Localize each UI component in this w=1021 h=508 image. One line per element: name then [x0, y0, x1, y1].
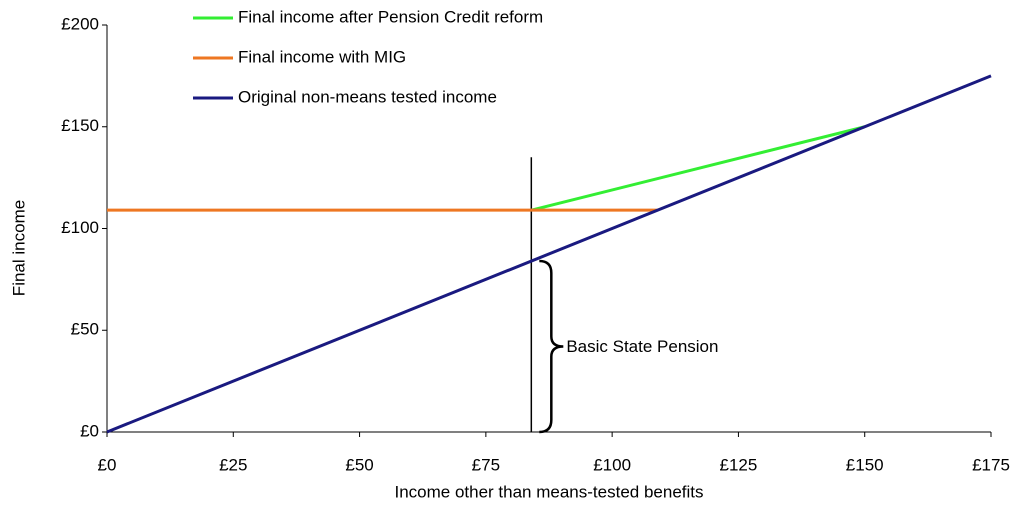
y-tick-label: £200	[61, 14, 99, 33]
legend-label: Final income with MIG	[238, 47, 406, 66]
y-tick-label: £50	[71, 320, 99, 339]
x-tick-label: £125	[720, 455, 758, 474]
series-line	[106, 74, 992, 434]
y-axis-label: Final income	[9, 200, 28, 296]
x-tick-label: £75	[472, 455, 500, 474]
legend-label: Final income after Pension Credit reform	[238, 7, 543, 26]
legend-label: Original non-means tested income	[238, 87, 497, 106]
x-tick-label: £50	[345, 455, 373, 474]
y-tick-label: £0	[80, 421, 99, 440]
annotation-label: Basic State Pension	[566, 337, 718, 356]
y-tick-label: £100	[61, 218, 99, 237]
x-tick-label: £175	[972, 455, 1010, 474]
x-tick-label: £100	[593, 455, 631, 474]
x-tick-label: £0	[98, 455, 117, 474]
brace	[539, 259, 564, 434]
series-line	[530, 125, 866, 212]
x-axis-label: Income other than means-tested benefits	[394, 482, 703, 501]
x-tick-label: £150	[846, 455, 884, 474]
y-tick-label: £150	[61, 116, 99, 135]
x-tick-label: £25	[219, 455, 247, 474]
